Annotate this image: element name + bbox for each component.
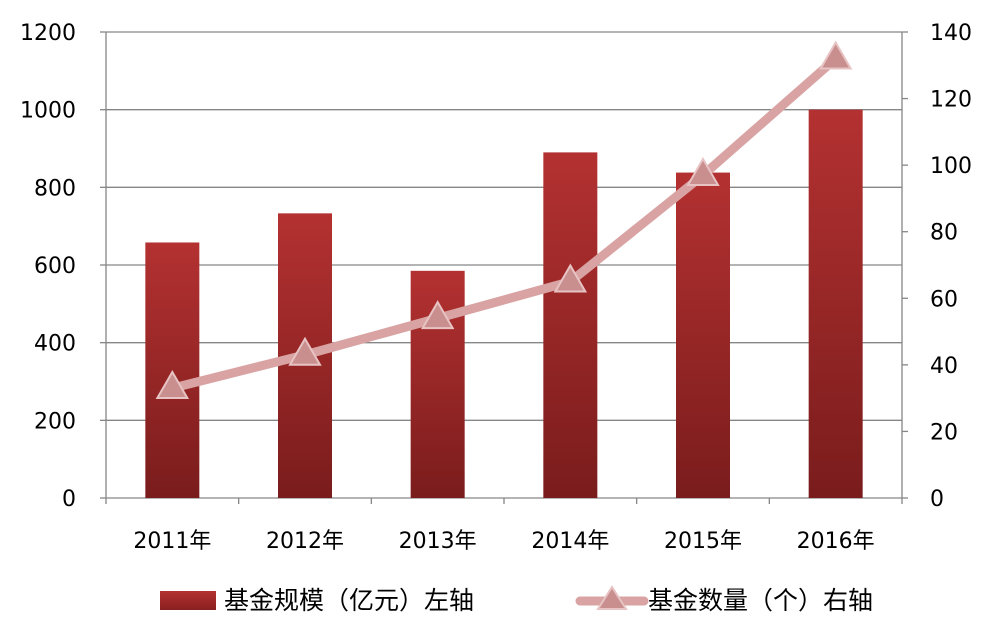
y-left-tick-label: 1200 — [20, 21, 76, 46]
point-2013年 — [420, 300, 455, 330]
y-right-tick-label: 80 — [930, 221, 958, 246]
y-right-tick-label: 60 — [930, 287, 958, 312]
tick-labels: 0 200 400 600 800 1000 1200 0 20 40 60 80 100 120 140 2… — [20, 21, 972, 554]
y-right-tick-label: 0 — [930, 487, 944, 512]
point-2016年 — [818, 40, 853, 70]
y-left-tick-label: 200 — [34, 409, 76, 434]
y-left-tick-label: 600 — [34, 254, 76, 279]
line-path — [167, 54, 841, 393]
x-tick-label: 2013年 — [399, 529, 477, 554]
legend-bar-label: 基金规模（亿元）左轴 — [224, 586, 474, 615]
gridlines — [106, 31, 902, 421]
x-tick-label: 2014年 — [531, 529, 609, 554]
axes — [100, 31, 908, 504]
y-right-tick-label: 20 — [930, 420, 958, 445]
y-left-tick-label: 800 — [34, 176, 76, 201]
x-tick-label: 2016年 — [797, 529, 875, 554]
x-tick-label: 2015年 — [664, 529, 742, 554]
point-2012年 — [288, 336, 322, 366]
legend-triangle-marker — [596, 585, 628, 610]
legend-bar-swatch — [160, 591, 216, 610]
x-tick-label: 2012年 — [266, 529, 344, 554]
line-series — [155, 40, 853, 400]
x-tick-label: 2011年 — [133, 529, 211, 554]
y-left-tick-label: 1000 — [20, 99, 76, 124]
y-right-tick-label: 140 — [930, 21, 972, 46]
point-2015年 — [686, 157, 720, 187]
bar-series — [145, 109, 863, 499]
point-2011年 — [155, 370, 190, 400]
y-right-tick-label: 100 — [930, 154, 972, 179]
y-right-tick-label: 120 — [930, 88, 972, 113]
legend-line-label: 基金数量（个）右轴 — [648, 586, 873, 615]
y-left-tick-label: 400 — [34, 332, 76, 357]
point-2014年 — [553, 263, 588, 293]
bar-2014年 — [543, 152, 598, 498]
legend: 基金规模（亿元）左轴 基金数量（个）右轴 — [160, 585, 873, 615]
y-left-tick-label: 0 — [62, 487, 76, 512]
y-right-tick-label: 40 — [930, 354, 958, 379]
bar-2016年 — [808, 109, 863, 499]
bar-2015年 — [676, 172, 730, 498]
